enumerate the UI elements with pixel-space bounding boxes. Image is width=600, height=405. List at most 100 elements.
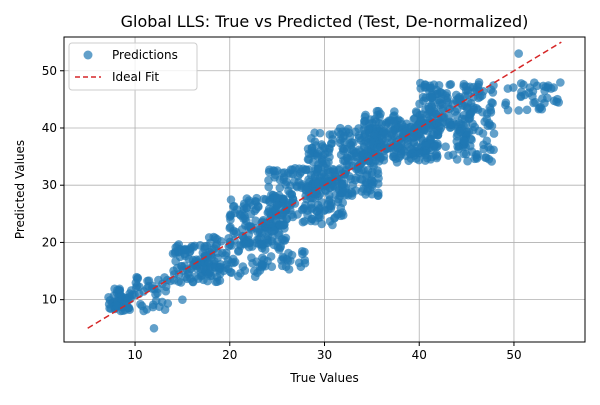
- scatter-point: [336, 203, 346, 213]
- scatter-point: [329, 167, 338, 177]
- scatter-point: [460, 137, 470, 147]
- scatter-point: [487, 157, 496, 166]
- scatter-points: [104, 49, 565, 333]
- scatter-point: [425, 81, 435, 91]
- scatter-point: [446, 122, 456, 132]
- y-axis-label: Predicted Values: [13, 140, 27, 239]
- scatter-point: [139, 287, 149, 296]
- scatter-point: [258, 253, 267, 263]
- scatter-point: [252, 193, 262, 203]
- scatter-point: [267, 262, 277, 271]
- scatter-point: [419, 96, 428, 106]
- scatter-point: [318, 142, 327, 151]
- scatter-point: [284, 186, 293, 196]
- legend-label-ideal-fit: Ideal Fit: [112, 70, 159, 84]
- scatter-point: [148, 300, 158, 310]
- scatter-point: [226, 267, 235, 277]
- scatter-point: [351, 152, 360, 162]
- scatter-point: [301, 201, 310, 210]
- scatter-point: [522, 105, 532, 115]
- scatter-point: [139, 306, 148, 316]
- scatter-point: [474, 77, 484, 87]
- x-tick-label: 10: [127, 348, 142, 362]
- scatter-point: [149, 323, 159, 333]
- scatter-point: [541, 82, 551, 92]
- scatter-point: [452, 110, 462, 120]
- scatter-point: [377, 119, 387, 129]
- scatter-point: [226, 195, 236, 205]
- scatter-point: [472, 150, 481, 159]
- scatter-point: [378, 128, 388, 137]
- scatter-point: [265, 197, 274, 207]
- scatter-point: [294, 258, 304, 268]
- scatter-point: [364, 125, 373, 134]
- scatter-point: [184, 267, 194, 277]
- x-axis-label: True Values: [289, 371, 359, 385]
- scatter-point: [367, 182, 377, 191]
- scatter-point: [281, 206, 290, 216]
- scatter-point: [275, 245, 284, 254]
- scatter-point: [307, 204, 317, 214]
- scatter-point: [368, 167, 377, 177]
- scatter-point: [315, 203, 325, 213]
- scatter-point: [264, 167, 274, 177]
- scatter-point: [286, 165, 296, 174]
- scatter-point: [261, 218, 271, 228]
- scatter-point: [516, 91, 526, 101]
- chart-title: Global LLS: True vs Predicted (Test, De-…: [121, 12, 529, 31]
- scatter-point: [245, 198, 254, 207]
- scatter-point: [263, 231, 273, 241]
- scatter-point: [347, 191, 357, 200]
- scatter-point: [396, 141, 406, 150]
- scatter-point: [238, 262, 248, 271]
- scatter-point: [237, 225, 247, 234]
- scatter-point: [390, 107, 399, 116]
- scatter-point: [300, 247, 309, 257]
- scatter-point: [235, 240, 245, 249]
- scatter-point: [251, 204, 261, 214]
- y-tick-label: 10: [42, 293, 57, 307]
- scatter-point: [169, 266, 178, 276]
- scatter-point: [267, 190, 276, 200]
- scatter-point: [202, 241, 212, 251]
- scatter-point: [264, 182, 274, 192]
- scatter-point: [361, 110, 370, 120]
- scatter-point: [464, 127, 474, 137]
- scatter-point: [528, 91, 537, 101]
- scatter-point: [336, 211, 346, 221]
- scatter-point: [314, 213, 323, 223]
- scatter-point: [370, 130, 379, 139]
- x-tick-label: 40: [412, 348, 427, 362]
- scatter-point: [535, 103, 544, 113]
- scatter-point: [328, 175, 337, 184]
- scatter-point: [514, 106, 524, 115]
- scatter-point: [133, 273, 143, 283]
- scatter-point: [301, 165, 311, 174]
- scatter-point: [160, 273, 169, 282]
- scatter-point: [456, 95, 465, 104]
- scatter-point: [432, 149, 441, 159]
- scatter-point: [313, 149, 322, 158]
- scatter-point: [278, 194, 288, 203]
- scatter-point: [215, 276, 225, 285]
- x-tick-label: 50: [506, 348, 521, 362]
- scatter-point: [298, 217, 308, 227]
- scatter-point: [426, 93, 436, 103]
- x-tick-label: 20: [222, 348, 237, 362]
- scatter-point: [179, 246, 189, 255]
- scatter-point: [127, 286, 136, 295]
- scatter-point: [437, 112, 446, 121]
- scatter-point: [272, 200, 282, 210]
- scatter-point: [274, 228, 284, 238]
- scatter-point: [290, 177, 299, 186]
- scatter-point: [519, 80, 528, 90]
- y-tick-label: 30: [42, 178, 57, 192]
- scatter-point: [459, 82, 469, 91]
- scatter-point: [327, 201, 336, 211]
- scatter-point: [374, 106, 383, 116]
- ideal-fit-layer: [87, 41, 562, 329]
- legend-marker-predictions: [83, 50, 93, 60]
- scatter-point: [188, 277, 198, 286]
- scatter-point: [372, 150, 382, 160]
